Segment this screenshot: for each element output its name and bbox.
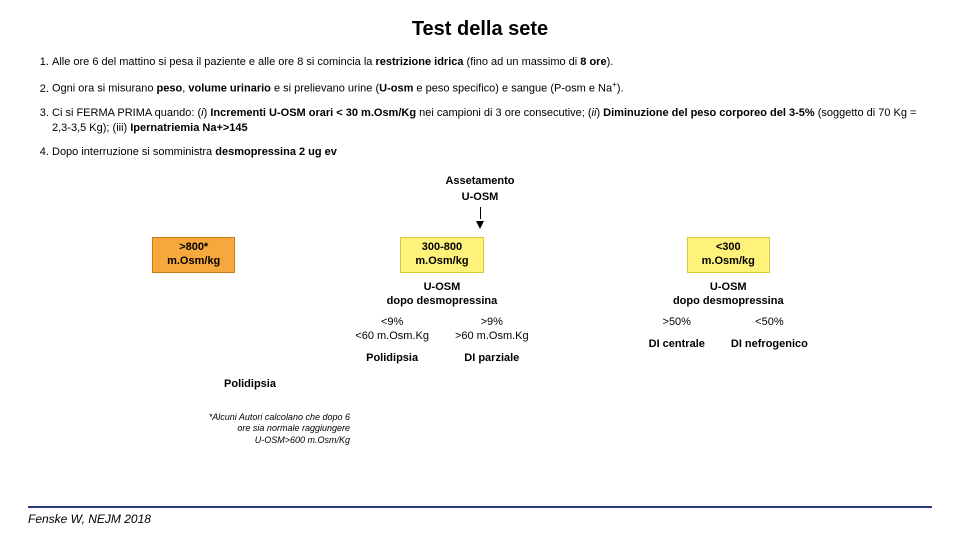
diagnosis: DI centrale xyxy=(649,338,705,352)
step-2: Ogni ora si misurano peso, volume urinar… xyxy=(52,79,932,98)
text: desmopressina 2 ug ev xyxy=(215,146,337,158)
footer: Fenske W, NEJM 2018 xyxy=(28,506,932,526)
branch-right: <300 m.Osm/kg U-OSM dopo desmopressina >… xyxy=(649,237,808,352)
text: e peso specifico) e sangue (P-osm e Na xyxy=(413,83,612,95)
center-left: <9% <60 m.Osm.Kg Polidipsia xyxy=(355,316,429,365)
branch-row: >800* m.Osm/kg 300-800 m.Osm/kg U-OSM do… xyxy=(28,237,932,365)
text: Alle ore 6 del mattino si pesa il pazien… xyxy=(52,56,375,68)
text: ). xyxy=(617,83,624,95)
diagnosis: DI parziale xyxy=(455,352,529,366)
text: restrizione idrica xyxy=(375,56,463,68)
text: e si prelievano urine ( xyxy=(271,83,379,95)
center-right: >9% >60 m.Osm.Kg DI parziale xyxy=(455,316,529,365)
text: peso xyxy=(157,83,183,95)
value: >9% xyxy=(455,316,529,330)
text: Dopo interruzione si somministra xyxy=(52,146,215,158)
arrow-down-icon xyxy=(476,221,484,229)
footer-rule xyxy=(28,506,932,508)
diagnosis: DI nefrogenico xyxy=(731,338,808,352)
text: Incrementi U-OSM orari < 30 m.Osm/Kg xyxy=(210,107,416,119)
range-box-low: <300 m.Osm/kg xyxy=(687,237,770,273)
value: <60 m.Osm.Kg xyxy=(355,330,429,344)
flow-label-top: Assetamento xyxy=(28,175,932,187)
text: volume urinario xyxy=(188,83,271,95)
citation: Fenske W, NEJM 2018 xyxy=(28,512,932,526)
protocol-list: Alle ore 6 del mattino si pesa il pazien… xyxy=(28,55,932,161)
step-3: Ci si FERMA PRIMA quando: (i) Incrementi… xyxy=(52,106,932,138)
value: >50% xyxy=(649,316,705,330)
flow-label-mid: U-OSM xyxy=(28,191,932,203)
value: <9% xyxy=(355,316,429,330)
value: <50% xyxy=(731,316,808,330)
step-4: Dopo interruzione si somministra desmopr… xyxy=(52,145,932,161)
diagnosis: Polidipsia xyxy=(355,352,429,366)
left-diagnosis: Polidipsia xyxy=(150,378,350,390)
right-right: <50% DI nefrogenico xyxy=(731,316,808,352)
text: (fino ad un massimo di xyxy=(464,56,581,68)
arrow-stem xyxy=(480,207,481,219)
right-left: >50% DI centrale xyxy=(649,316,705,352)
text: Ipernatriemia Na+>145 xyxy=(130,122,247,134)
range-box-mid: 300-800 m.Osm/kg xyxy=(400,237,483,273)
right-splits: >50% DI centrale <50% DI nefrogenico xyxy=(649,316,808,352)
range-box-high: >800* m.Osm/kg xyxy=(152,237,235,273)
center-splits: <9% <60 m.Osm.Kg Polidipsia >9% >60 m.Os… xyxy=(355,316,528,365)
text: U-osm xyxy=(379,83,413,95)
center-sub: U-OSM dopo desmopressina xyxy=(355,281,528,309)
right-sub: U-OSM dopo desmopressina xyxy=(649,281,808,309)
value: >60 m.Osm.Kg xyxy=(455,330,529,344)
text: Diminuzione del peso corporeo del 3-5% xyxy=(603,107,814,119)
flow-header: Assetamento U-OSM xyxy=(28,175,932,229)
text: 8 ore xyxy=(580,56,606,68)
text: Ci si FERMA PRIMA quando: ( xyxy=(52,107,201,119)
text: nei campioni di 3 ore consecutive; ( xyxy=(416,107,591,119)
left-annotation: Polidipsia *Alcuni Autori calcolano che … xyxy=(150,378,350,446)
footnote: *Alcuni Autori calcolano che dopo 6 ore … xyxy=(150,412,350,446)
branch-left: >800* m.Osm/kg xyxy=(152,237,235,273)
page-title: Test della sete xyxy=(28,18,932,41)
text: ). xyxy=(607,56,614,68)
branch-center: 300-800 m.Osm/kg U-OSM dopo desmopressin… xyxy=(355,237,528,365)
text: Ogni ora si misurano xyxy=(52,83,157,95)
step-1: Alle ore 6 del mattino si pesa il pazien… xyxy=(52,55,932,71)
